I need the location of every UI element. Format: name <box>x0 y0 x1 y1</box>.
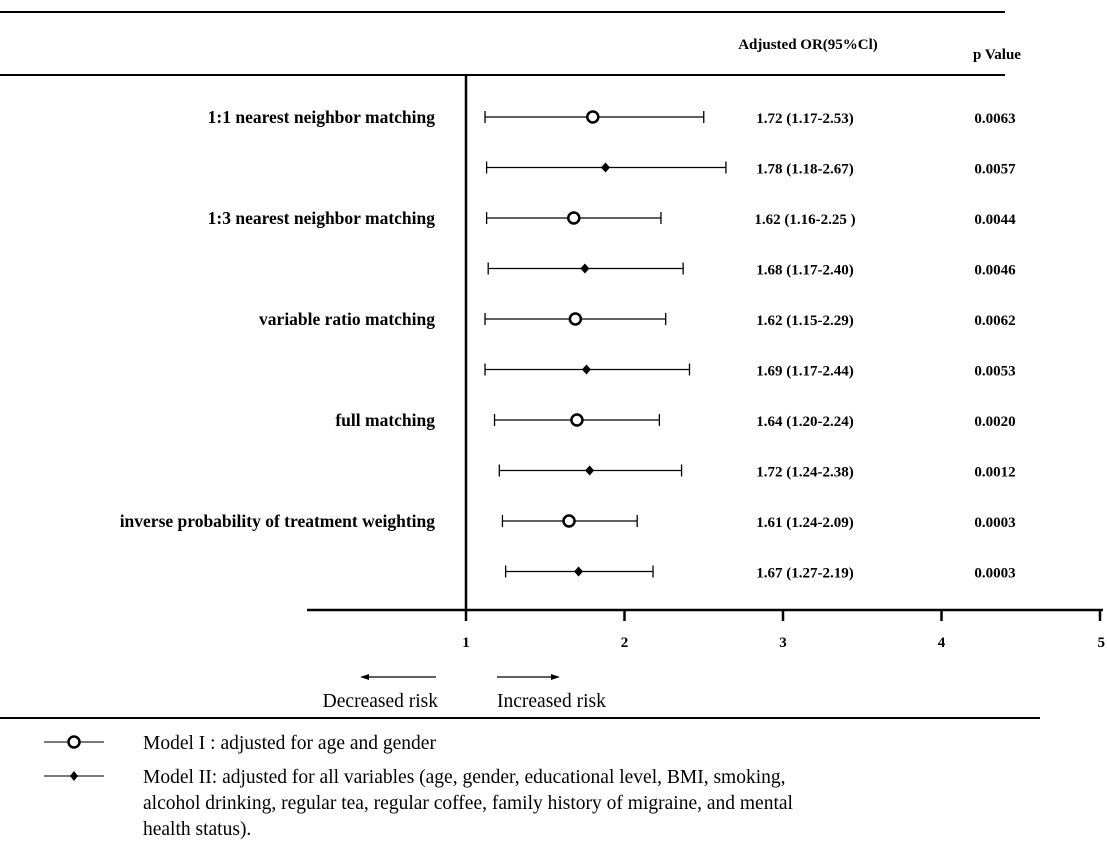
decreased-risk-arrowhead <box>360 674 369 680</box>
x-tick-label-4: 4 <box>938 635 946 651</box>
p-value-5: 0.0053 <box>974 364 1015 380</box>
increased-risk-label: Increased risk <box>497 691 606 712</box>
p-value-0: 0.0063 <box>974 111 1015 127</box>
point-estimate-circle-6 <box>570 413 584 427</box>
legend-model-2-marker <box>70 771 78 781</box>
x-tick-label-5: 5 <box>1098 635 1106 651</box>
legend-model-2-text-line-2: alcohol drinking, regular tea, regular c… <box>143 793 794 814</box>
legend-model-2: Model II: adjusted for all variables (ag… <box>44 767 794 840</box>
point-estimate-diamond-1 <box>600 162 610 173</box>
or-ci-value-0: 1.72 (1.17-2.53) <box>756 111 854 127</box>
point-estimate-circle-2 <box>567 211 581 225</box>
point-estimate-diamond-3 <box>580 263 590 274</box>
row-label-8: inverse probability of treatment weighti… <box>120 511 436 531</box>
point-estimate-circle-4 <box>568 312 583 326</box>
p-value-7: 0.0012 <box>974 465 1015 481</box>
or-ci-value-6: 1.64 (1.20-2.24) <box>756 414 854 430</box>
x-tick-label-1: 1 <box>462 635 470 651</box>
or-ci-value-9: 1.67 (1.27-2.19) <box>756 566 854 582</box>
p-value-6: 0.0020 <box>974 414 1015 430</box>
p-value-4: 0.0062 <box>974 313 1015 329</box>
legend-model-2-text-line-3: health status). <box>143 819 251 840</box>
increased-risk-arrowhead <box>551 674 560 680</box>
row-label-2: 1:3 nearest neighbor matching <box>208 208 436 228</box>
point-estimate-diamond-5 <box>581 364 591 375</box>
or-ci-value-7: 1.72 (1.24-2.38) <box>756 465 854 481</box>
row-label-6: full matching <box>335 410 435 430</box>
or-ci-value-1: 1.78 (1.18-2.67) <box>756 162 854 178</box>
or-ci-value-2: 1.62 (1.16-2.25 ) <box>754 212 855 228</box>
p-column-header: p Value <box>973 47 1021 63</box>
or-column-header: Adjusted OR(95%Cl) <box>738 37 878 53</box>
point-estimate-circle-0 <box>586 110 600 124</box>
p-value-1: 0.0057 <box>974 162 1016 178</box>
p-value-8: 0.0003 <box>974 515 1015 531</box>
decreased-risk-label: Decreased risk <box>323 691 439 712</box>
or-ci-value-5: 1.69 (1.17-2.44) <box>756 364 854 380</box>
p-value-2: 0.0044 <box>974 212 1016 228</box>
point-estimate-diamond-9 <box>574 566 584 577</box>
row-label-4: variable ratio matching <box>259 309 435 329</box>
row-label-0: 1:1 nearest neighbor matching <box>208 107 436 127</box>
or-ci-value-4: 1.62 (1.15-2.29) <box>756 313 854 329</box>
legend-model-1-marker <box>67 735 81 749</box>
x-axis-ticks: 1 2 3 4 5 <box>462 610 1105 651</box>
legend-model-1: Model I : adjusted for age and gender <box>44 733 436 754</box>
legend-model-1-text: Model I : adjusted for age and gender <box>143 733 436 754</box>
x-tick-label-2: 2 <box>621 635 629 651</box>
forest-rows: 1:1 nearest neighbor matching 1.72 (1.17-… <box>120 107 1016 582</box>
x-tick-label-3: 3 <box>779 635 787 651</box>
or-ci-value-8: 1.61 (1.24-2.09) <box>756 515 854 531</box>
or-ci-value-3: 1.68 (1.17-2.40) <box>756 263 854 279</box>
p-value-3: 0.0046 <box>974 263 1016 279</box>
p-value-9: 0.0003 <box>974 566 1015 582</box>
point-estimate-circle-8 <box>562 514 576 528</box>
point-estimate-diamond-7 <box>585 465 595 476</box>
legend-model-2-text-line-1: Model II: adjusted for all variables (ag… <box>143 767 786 788</box>
